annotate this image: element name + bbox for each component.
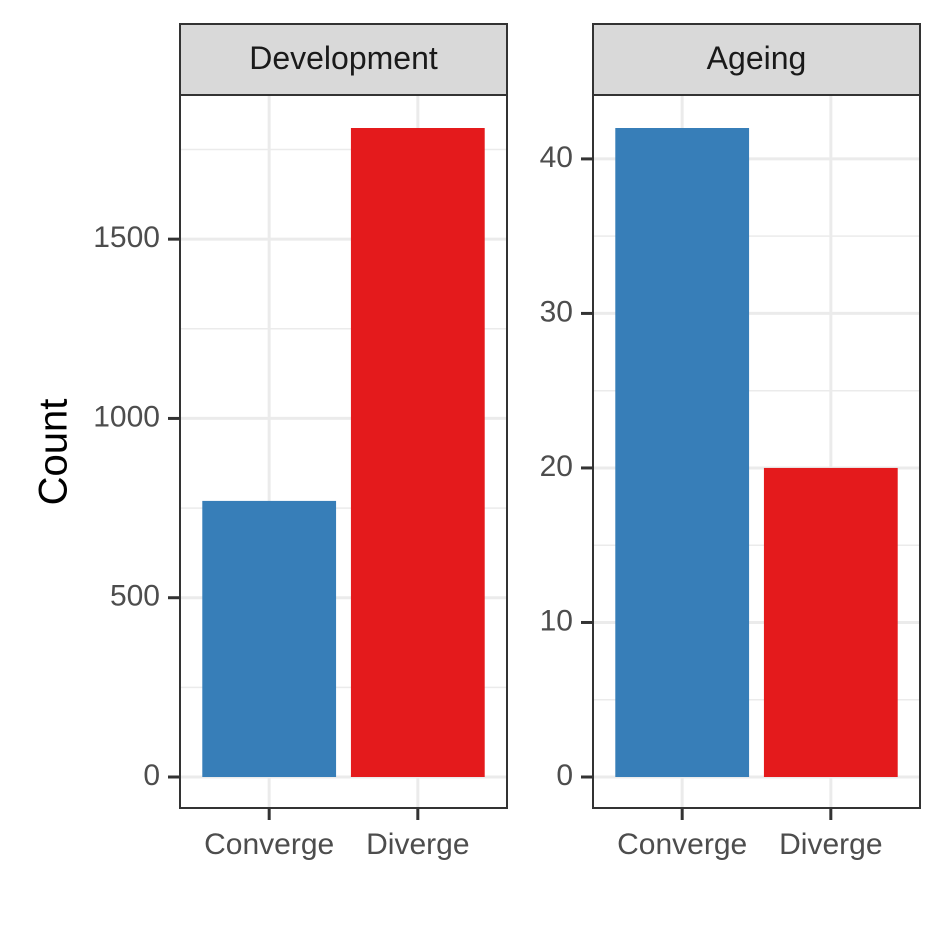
x-tick-label: Converge: [617, 828, 747, 861]
strip-label-ageing: Ageing: [707, 40, 807, 76]
y-tick-label: 500: [110, 580, 160, 613]
y-tick-label: 1000: [93, 400, 160, 433]
x-tick-label: Diverge: [779, 828, 882, 861]
y-tick-label: 20: [540, 450, 573, 483]
y-tick-label: 40: [540, 141, 573, 174]
y-tick-label: 10: [540, 604, 573, 637]
y-axis-title: Count: [32, 399, 76, 506]
y-tick-label: 30: [540, 295, 573, 328]
strip-ageing: [592, 23, 921, 96]
bar-diverge-development: [350, 128, 485, 777]
x-tick-label: Diverge: [366, 828, 469, 861]
y-tick-label: 0: [556, 759, 573, 792]
bar-diverge-ageing: [763, 467, 898, 777]
strip-development: [179, 23, 508, 96]
x-tick-label: Converge: [204, 828, 334, 861]
strip-label-development: Development: [249, 40, 438, 76]
bar-converge-ageing: [615, 128, 750, 777]
y-tick-label: 0: [143, 759, 160, 792]
y-tick-label: 1500: [93, 221, 160, 254]
bar-converge-development: [202, 500, 337, 777]
